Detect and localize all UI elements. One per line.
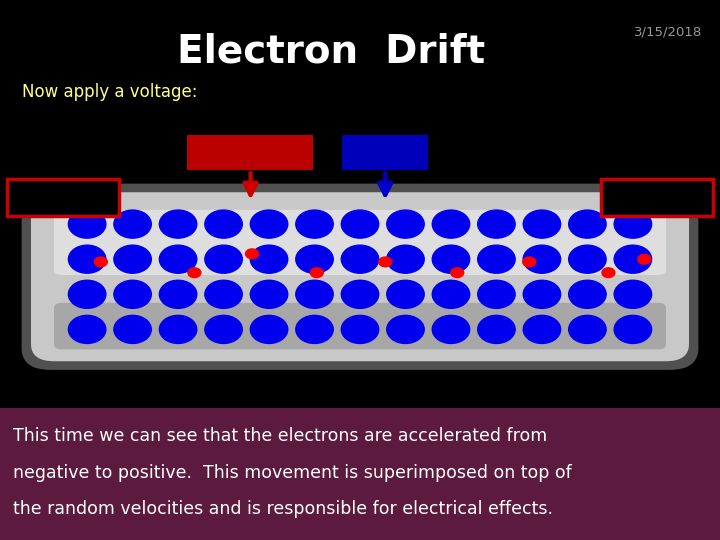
FancyBboxPatch shape [601, 179, 713, 216]
Circle shape [523, 315, 561, 343]
FancyBboxPatch shape [22, 184, 698, 370]
Circle shape [251, 245, 288, 273]
Circle shape [614, 210, 652, 238]
Circle shape [569, 280, 606, 308]
FancyBboxPatch shape [342, 135, 428, 170]
Circle shape [188, 268, 201, 278]
Circle shape [387, 245, 424, 273]
Text: Ions: Ions [366, 144, 405, 161]
Text: This time we can see that the electrons are accelerated from: This time we can see that the electrons … [13, 427, 547, 445]
Circle shape [114, 280, 151, 308]
Circle shape [341, 280, 379, 308]
Circle shape [432, 280, 469, 308]
Circle shape [614, 315, 652, 343]
Text: the random velocities and is responsible for electrical effects.: the random velocities and is responsible… [13, 500, 553, 518]
Circle shape [205, 245, 242, 273]
Text: Electron  Drift: Electron Drift [177, 32, 485, 70]
Circle shape [638, 254, 651, 264]
Circle shape [379, 257, 392, 267]
Circle shape [68, 280, 106, 308]
Circle shape [159, 315, 197, 343]
Circle shape [205, 315, 242, 343]
Circle shape [523, 280, 561, 308]
Circle shape [387, 280, 424, 308]
Circle shape [114, 210, 151, 238]
Circle shape [114, 315, 151, 343]
Circle shape [478, 280, 516, 308]
Circle shape [251, 210, 288, 238]
Circle shape [451, 268, 464, 278]
Circle shape [523, 245, 561, 273]
FancyBboxPatch shape [54, 303, 666, 349]
FancyBboxPatch shape [7, 179, 119, 216]
Circle shape [310, 268, 323, 278]
Circle shape [159, 210, 197, 238]
Circle shape [341, 210, 379, 238]
Circle shape [432, 315, 469, 343]
Text: Electrons: Electrons [207, 144, 294, 161]
Circle shape [478, 210, 516, 238]
Circle shape [296, 280, 333, 308]
Circle shape [94, 257, 107, 267]
Circle shape [341, 245, 379, 273]
Circle shape [68, 210, 106, 238]
FancyBboxPatch shape [0, 408, 720, 540]
FancyBboxPatch shape [187, 135, 313, 170]
Circle shape [68, 315, 106, 343]
Circle shape [387, 210, 424, 238]
Circle shape [523, 210, 561, 238]
Circle shape [478, 245, 516, 273]
Text: negative to positive.  This movement is superimposed on top of: negative to positive. This movement is s… [13, 463, 572, 482]
Circle shape [296, 315, 333, 343]
Circle shape [432, 210, 469, 238]
Circle shape [251, 280, 288, 308]
Text: Positive: Positive [616, 188, 698, 207]
Circle shape [569, 245, 606, 273]
Circle shape [569, 315, 606, 343]
FancyBboxPatch shape [31, 192, 689, 361]
Circle shape [523, 257, 536, 267]
Circle shape [159, 245, 197, 273]
Circle shape [246, 249, 258, 259]
FancyBboxPatch shape [54, 210, 666, 275]
Circle shape [432, 245, 469, 273]
Circle shape [296, 210, 333, 238]
Circle shape [296, 245, 333, 273]
Circle shape [341, 315, 379, 343]
Circle shape [478, 315, 516, 343]
Circle shape [68, 245, 106, 273]
Circle shape [387, 315, 424, 343]
Text: 3/15/2018: 3/15/2018 [634, 26, 702, 39]
Circle shape [251, 315, 288, 343]
Circle shape [569, 210, 606, 238]
Circle shape [614, 245, 652, 273]
Circle shape [614, 280, 652, 308]
Text: Negative: Negative [17, 188, 109, 207]
Circle shape [205, 280, 242, 308]
Text: Now apply a voltage:: Now apply a voltage: [22, 83, 197, 101]
Circle shape [602, 268, 615, 278]
Circle shape [205, 210, 242, 238]
Circle shape [114, 245, 151, 273]
Circle shape [159, 280, 197, 308]
